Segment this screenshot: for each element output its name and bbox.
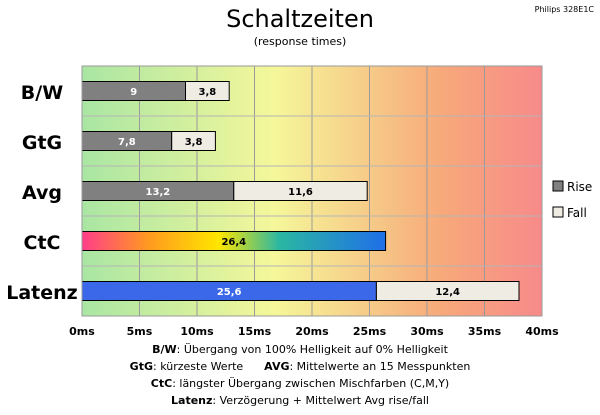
category-label: GtG: [22, 132, 62, 154]
footnote-latenz: Latenz: Verzögerung + Mittelwert Avg ris…: [0, 394, 600, 407]
x-tick-label: 30ms: [410, 325, 444, 338]
data-label-fall: 11,6: [288, 187, 313, 198]
x-tick-label: 0ms: [69, 325, 95, 338]
footnote-key: B/W: [152, 343, 177, 356]
data-label-rise: 25,6: [217, 287, 242, 298]
data-label-rise: 13,2: [146, 187, 171, 198]
data-label-fall: 12,4: [435, 287, 460, 298]
chart: 0ms 5ms 10ms 15ms 20ms 25ms 30ms 35ms 40ms B/W 9 3,…: [6, 65, 592, 338]
footnote-key: Latenz: [171, 394, 213, 407]
chart-subtitle: (response times): [253, 35, 347, 48]
bar-fall: [171, 131, 216, 151]
bar-fall: [233, 181, 368, 201]
x-tick-label: 10ms: [180, 325, 214, 338]
legend-swatch-fall: [552, 206, 564, 218]
footnote-gtg-avg: GtG: kürzeste Werte AVG: Mittelwerte an …: [0, 360, 600, 373]
x-tick-label: 40ms: [525, 325, 559, 338]
category-label: B/W: [21, 82, 63, 104]
category-label: Avg: [22, 182, 62, 204]
data-label-rise: 7,8: [118, 137, 136, 148]
chart-title: Schaltzeiten: [226, 5, 374, 33]
data-label-rise: 26,4: [221, 237, 246, 248]
legend-label-fall: Fall: [567, 206, 587, 220]
x-tick-label: 35ms: [468, 325, 502, 338]
model-label: Philips 328E1C: [534, 5, 594, 14]
footnote-ctc: CtC: längster Übergang zwischen Mischfar…: [0, 377, 600, 390]
legend-label-rise: Rise: [567, 180, 592, 194]
footnote-bw: B/W: Übergang von 100% Helligkeit auf 0%…: [0, 343, 600, 356]
x-tick-label: 15ms: [238, 325, 272, 338]
footnote-text: : kürzeste Werte: [153, 360, 244, 373]
x-tick-label: 5ms: [127, 325, 153, 338]
data-label-fall: 3,8: [198, 87, 216, 98]
bar-fall: [185, 81, 230, 101]
bar-fall: [375, 281, 520, 301]
data-label-rise: 9: [130, 87, 137, 98]
footnote-text: : längster Übergang zwischen Mischfarben…: [172, 377, 450, 390]
x-tick-label: 25ms: [353, 325, 387, 338]
footnote-text: : Verzögerung + Mittelwert Avg rise/fall: [212, 394, 429, 407]
footnote-key: CtC: [150, 377, 173, 390]
legend-swatch-rise: [552, 180, 564, 192]
footnote-key: AVG: [264, 360, 290, 373]
x-tick-label: 20ms: [295, 325, 329, 338]
category-label: Latenz: [6, 282, 77, 304]
plot-border: [81, 65, 543, 317]
data-label-fall: 3,8: [185, 137, 203, 148]
footnote-text: : Mittelwerte an 15 Messpunkten: [289, 360, 471, 373]
footnote-key: GtG: [129, 360, 153, 373]
category-label: CtC: [24, 232, 61, 254]
footnote-text: : Übergang von 100% Helligkeit auf 0% He…: [176, 343, 448, 356]
